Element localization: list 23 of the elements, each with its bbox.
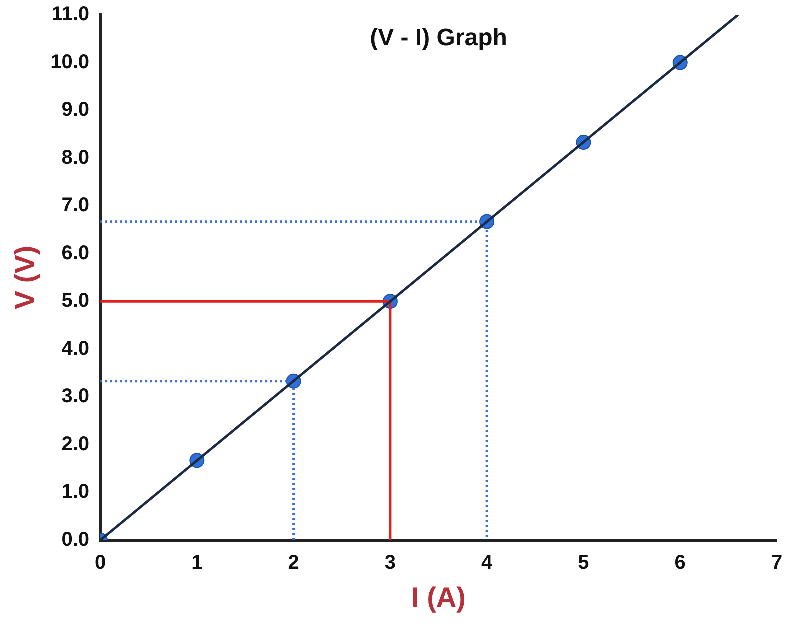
- y-axis-title: V (V): [10, 246, 41, 310]
- y-tick-label: 3.0: [62, 386, 90, 408]
- x-tick-label: 2: [288, 552, 300, 574]
- text: (V - I) Graph: [370, 24, 508, 52]
- x-axis-title: I (A): [412, 582, 466, 613]
- x-tick-label: 3: [384, 552, 396, 574]
- y-tick-label: 0.0: [62, 528, 90, 551]
- x-tick-label: 4: [482, 552, 494, 574]
- y-tick-label: 5.0: [62, 290, 90, 312]
- y-tick-label: 10.0: [50, 51, 90, 74]
- y-tick-label: 6.0: [62, 242, 90, 264]
- x-tick-label: 5: [578, 552, 590, 574]
- x-tick-label: 6: [674, 552, 686, 574]
- y-tick-label: 9.0: [62, 99, 90, 122]
- y-tick-label: 4.0: [62, 338, 90, 360]
- y-tick-label: 7.0: [62, 194, 90, 217]
- x-tick-label: 0: [94, 552, 106, 574]
- y-tick-label: 1.0: [62, 481, 90, 504]
- x-tick-label: 1: [192, 552, 203, 574]
- y-tick-label: 8.0: [62, 146, 90, 169]
- y-tick-label: 11.0: [52, 4, 90, 26]
- y-tick-label: 2.0: [62, 433, 90, 456]
- x-tick-label: 7: [771, 552, 783, 574]
